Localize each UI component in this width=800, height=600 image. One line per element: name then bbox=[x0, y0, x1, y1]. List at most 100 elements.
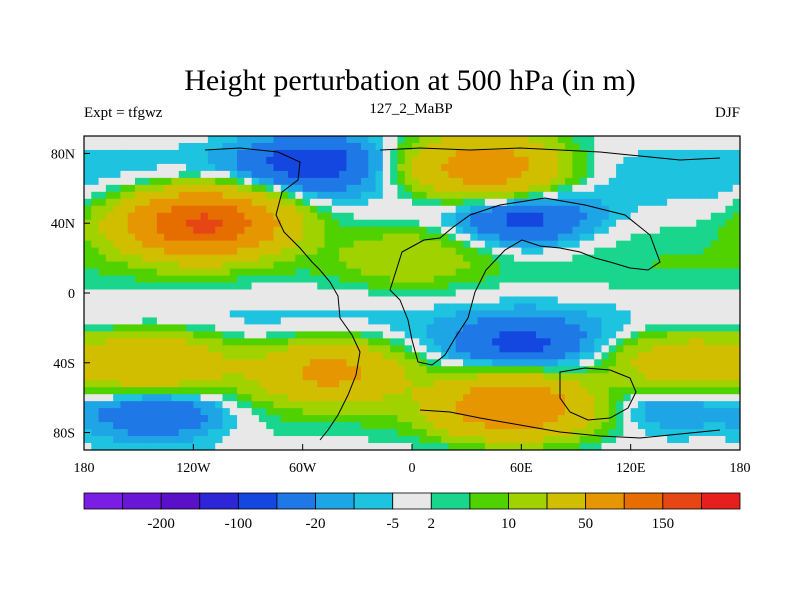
field-cell bbox=[579, 254, 588, 262]
field-cell bbox=[98, 310, 107, 318]
field-cell bbox=[608, 142, 617, 151]
field-cell bbox=[288, 443, 296, 451]
field-cell bbox=[725, 240, 734, 249]
field-cell bbox=[171, 254, 180, 262]
field-cell bbox=[273, 156, 282, 165]
field-cell bbox=[637, 345, 646, 353]
field-cell bbox=[360, 289, 369, 297]
field-cell bbox=[514, 352, 522, 360]
field-cell bbox=[667, 436, 675, 444]
field-cell bbox=[404, 247, 413, 256]
field-cell bbox=[696, 191, 704, 200]
field-cell bbox=[586, 324, 595, 332]
field-cell bbox=[149, 387, 158, 395]
field-cell bbox=[681, 163, 690, 172]
field-cell bbox=[156, 359, 165, 367]
field-cell bbox=[251, 324, 260, 332]
field-cell bbox=[98, 394, 107, 402]
field-cell bbox=[637, 170, 646, 179]
field-cell bbox=[244, 163, 253, 172]
field-cell bbox=[550, 261, 559, 269]
field-cell bbox=[346, 254, 355, 262]
field-cell bbox=[149, 149, 158, 158]
field-cell bbox=[237, 142, 245, 151]
field-cell bbox=[623, 401, 632, 409]
field-cell bbox=[492, 184, 500, 193]
field-cell bbox=[506, 345, 515, 353]
field-cell bbox=[346, 436, 355, 444]
field-cell bbox=[266, 268, 274, 276]
field-cell bbox=[244, 443, 253, 451]
field-cell bbox=[586, 338, 595, 346]
field-cell bbox=[244, 205, 253, 214]
field-cell bbox=[499, 226, 508, 235]
field-cell bbox=[514, 345, 522, 353]
field-cell bbox=[280, 373, 289, 381]
field-cell bbox=[528, 184, 537, 193]
field-cell bbox=[390, 247, 398, 256]
field-cell bbox=[674, 436, 683, 444]
field-cell bbox=[412, 275, 420, 283]
field-cell bbox=[688, 317, 697, 325]
field-cell bbox=[353, 345, 362, 353]
field-cell bbox=[463, 170, 471, 179]
field-cell bbox=[273, 254, 282, 262]
field-cell bbox=[156, 352, 165, 360]
field-cell bbox=[229, 268, 238, 276]
field-cell bbox=[703, 289, 712, 297]
field-cell bbox=[193, 366, 202, 374]
field-cell bbox=[718, 338, 726, 346]
field-cell bbox=[514, 156, 522, 165]
field-cell bbox=[382, 163, 391, 172]
field-cell bbox=[397, 198, 406, 207]
field-cell bbox=[528, 303, 537, 311]
field-cell bbox=[91, 149, 99, 158]
field-cell bbox=[572, 268, 581, 276]
field-cell bbox=[579, 296, 588, 304]
field-cell bbox=[506, 408, 515, 416]
field-cell bbox=[688, 247, 697, 256]
field-cell bbox=[426, 380, 435, 388]
field-cell bbox=[470, 184, 478, 193]
field-cell bbox=[280, 289, 289, 297]
field-cell bbox=[375, 170, 384, 179]
field-cell bbox=[295, 170, 304, 179]
field-cell bbox=[127, 296, 136, 304]
field-cell bbox=[317, 394, 325, 402]
field-cell bbox=[601, 429, 610, 437]
field-cell bbox=[630, 226, 639, 235]
field-cell bbox=[244, 177, 253, 186]
field-cell bbox=[288, 212, 296, 221]
field-cell bbox=[492, 422, 500, 430]
field-cell bbox=[222, 324, 231, 332]
field-cell bbox=[222, 282, 231, 290]
field-cell bbox=[492, 240, 500, 249]
field-cell bbox=[630, 170, 639, 179]
field-cell bbox=[652, 240, 661, 249]
field-cell bbox=[288, 233, 296, 242]
field-cell bbox=[339, 345, 347, 353]
field-cell bbox=[492, 156, 500, 165]
field-cell bbox=[623, 247, 632, 256]
field-cell bbox=[667, 331, 675, 339]
field-cell bbox=[84, 177, 92, 186]
field-cell bbox=[339, 415, 347, 423]
field-cell bbox=[484, 352, 493, 360]
field-cell bbox=[586, 184, 595, 193]
field-cell bbox=[288, 268, 296, 276]
field-cell bbox=[463, 212, 471, 221]
field-cell bbox=[91, 136, 99, 144]
field-cell bbox=[550, 373, 559, 381]
colorbar-label: -20 bbox=[306, 516, 326, 532]
field-cell bbox=[616, 254, 624, 262]
field-cell bbox=[696, 422, 704, 430]
field-cell bbox=[732, 303, 741, 311]
field-cell bbox=[397, 394, 406, 402]
field-cell bbox=[528, 331, 537, 339]
field-cell bbox=[550, 212, 559, 221]
field-cell bbox=[317, 352, 325, 360]
field-cell bbox=[667, 338, 675, 346]
field-cell bbox=[514, 268, 522, 276]
field-cell bbox=[550, 177, 559, 186]
field-cell bbox=[397, 373, 406, 381]
